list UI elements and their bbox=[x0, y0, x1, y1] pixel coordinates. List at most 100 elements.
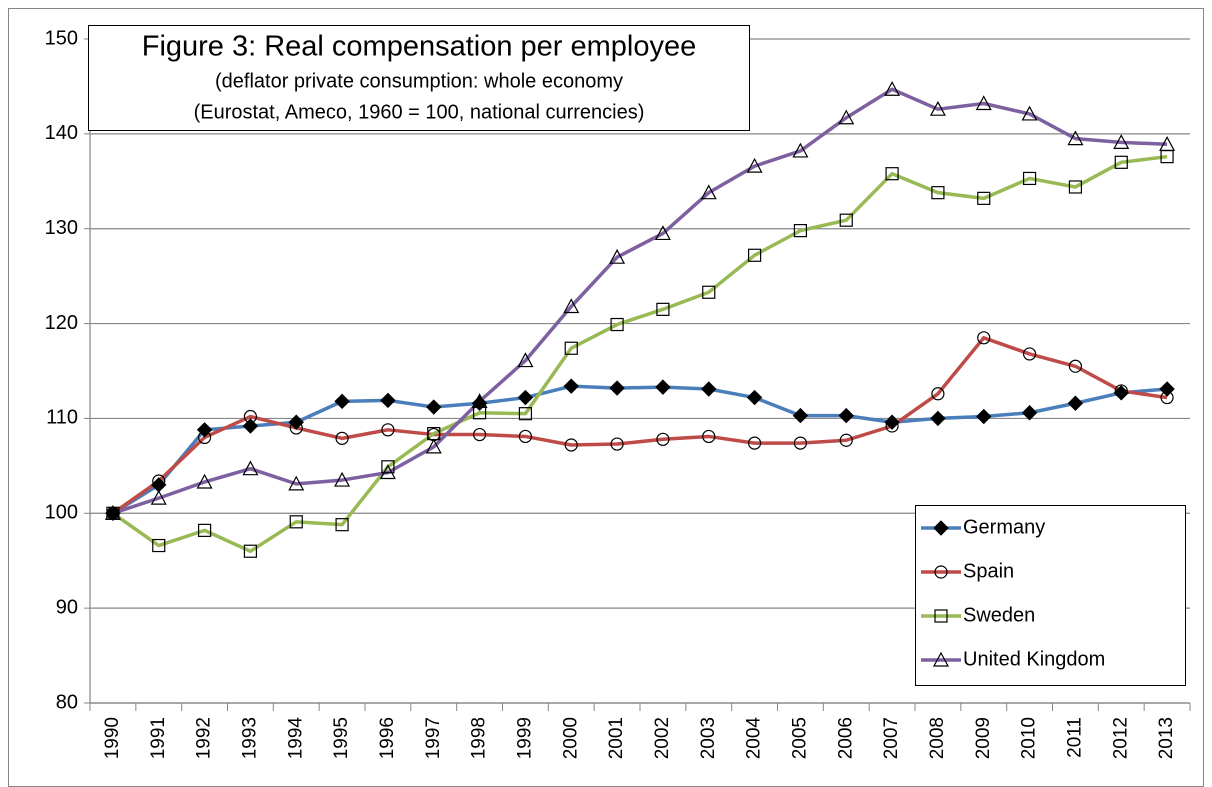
x-tick-label: 2006 bbox=[835, 717, 856, 759]
marker bbox=[1114, 155, 1128, 169]
legend-box bbox=[915, 505, 1186, 686]
series-line bbox=[112, 87, 1168, 515]
marker bbox=[1021, 105, 1038, 121]
marker bbox=[289, 421, 303, 435]
marker bbox=[197, 430, 212, 444]
marker bbox=[243, 409, 258, 424]
x-tick-label: 1995 bbox=[331, 717, 352, 759]
marker bbox=[1067, 395, 1084, 411]
y-tick-label: 80 bbox=[56, 691, 78, 713]
chart-subtitle: (deflator private consumption: whole eco… bbox=[215, 70, 623, 92]
marker bbox=[196, 473, 213, 489]
y-tick-label: 140 bbox=[45, 122, 78, 144]
x-tick-label: 1997 bbox=[423, 717, 444, 759]
legend-label: Sweden bbox=[963, 604, 1035, 626]
marker bbox=[1067, 130, 1084, 146]
marker bbox=[655, 379, 671, 395]
marker bbox=[288, 475, 305, 491]
marker bbox=[334, 471, 351, 487]
marker bbox=[654, 225, 671, 241]
y-tick-label: 110 bbox=[46, 407, 78, 429]
marker bbox=[564, 438, 578, 452]
marker bbox=[701, 381, 717, 397]
marker bbox=[243, 544, 258, 558]
marker bbox=[977, 331, 991, 345]
marker bbox=[563, 298, 580, 314]
marker bbox=[196, 422, 213, 438]
marker bbox=[289, 515, 303, 529]
legend-label: Spain bbox=[963, 560, 1014, 582]
x-tick-label: 2001 bbox=[606, 717, 627, 759]
marker bbox=[517, 389, 534, 406]
marker bbox=[425, 438, 442, 454]
marker bbox=[932, 651, 950, 667]
marker bbox=[1159, 136, 1176, 151]
series-line bbox=[111, 154, 1168, 553]
marker bbox=[838, 407, 854, 424]
x-tick-label: 2004 bbox=[744, 717, 765, 760]
marker bbox=[747, 248, 762, 262]
x-tick-label: 2008 bbox=[927, 717, 948, 759]
marker bbox=[1068, 359, 1083, 373]
marker bbox=[929, 100, 946, 116]
marker bbox=[381, 460, 395, 474]
marker bbox=[152, 474, 166, 488]
y-tick-label: 90 bbox=[56, 596, 78, 618]
marker bbox=[1022, 171, 1037, 186]
marker bbox=[518, 429, 533, 444]
series-line bbox=[111, 336, 1168, 515]
marker bbox=[793, 224, 808, 238]
marker bbox=[977, 191, 991, 205]
marker bbox=[656, 302, 670, 316]
x-tick-label: 1993 bbox=[239, 717, 260, 759]
chart-title: Figure 3: Real compensation per employee bbox=[142, 31, 697, 63]
marker bbox=[792, 407, 809, 424]
marker bbox=[1114, 384, 1128, 398]
x-tick-label: 1994 bbox=[285, 717, 306, 760]
marker bbox=[746, 389, 763, 406]
marker bbox=[933, 520, 949, 536]
marker bbox=[334, 393, 350, 410]
marker bbox=[931, 387, 945, 401]
marker bbox=[934, 565, 948, 579]
x-tick-label: 2000 bbox=[560, 717, 581, 759]
x-tick-label: 2007 bbox=[881, 717, 902, 759]
marker bbox=[702, 429, 716, 444]
marker bbox=[380, 392, 396, 409]
marker bbox=[839, 213, 853, 227]
x-tick-label: 2011 bbox=[1064, 717, 1085, 758]
y-tick-label: 150 bbox=[45, 27, 78, 49]
marker bbox=[792, 142, 809, 158]
marker bbox=[242, 460, 259, 476]
marker bbox=[472, 406, 487, 420]
marker bbox=[563, 378, 579, 394]
y-tick-label: 100 bbox=[45, 502, 78, 524]
marker bbox=[793, 436, 808, 450]
marker bbox=[885, 419, 899, 433]
marker bbox=[702, 285, 716, 299]
y-tick-label: 120 bbox=[45, 312, 78, 334]
marker bbox=[197, 523, 212, 537]
marker bbox=[564, 341, 578, 355]
x-tick-label: 2003 bbox=[698, 717, 719, 759]
marker bbox=[104, 505, 121, 520]
x-tick-label: 1992 bbox=[194, 717, 215, 759]
y-tick-label: 130 bbox=[45, 217, 78, 239]
chart-subtitle: (Eurostat, Ameco, 1960 = 100, national c… bbox=[194, 101, 645, 123]
marker bbox=[381, 423, 395, 437]
marker bbox=[885, 167, 899, 181]
marker bbox=[1160, 390, 1174, 405]
marker bbox=[335, 431, 349, 445]
marker bbox=[746, 157, 763, 173]
marker bbox=[1021, 405, 1038, 421]
marker bbox=[518, 407, 533, 421]
marker bbox=[517, 352, 534, 368]
x-tick-label: 1999 bbox=[514, 717, 535, 759]
marker bbox=[975, 95, 992, 111]
marker bbox=[471, 393, 488, 408]
marker bbox=[609, 248, 626, 264]
marker bbox=[747, 436, 762, 450]
marker bbox=[472, 427, 487, 442]
title-box bbox=[88, 25, 750, 131]
